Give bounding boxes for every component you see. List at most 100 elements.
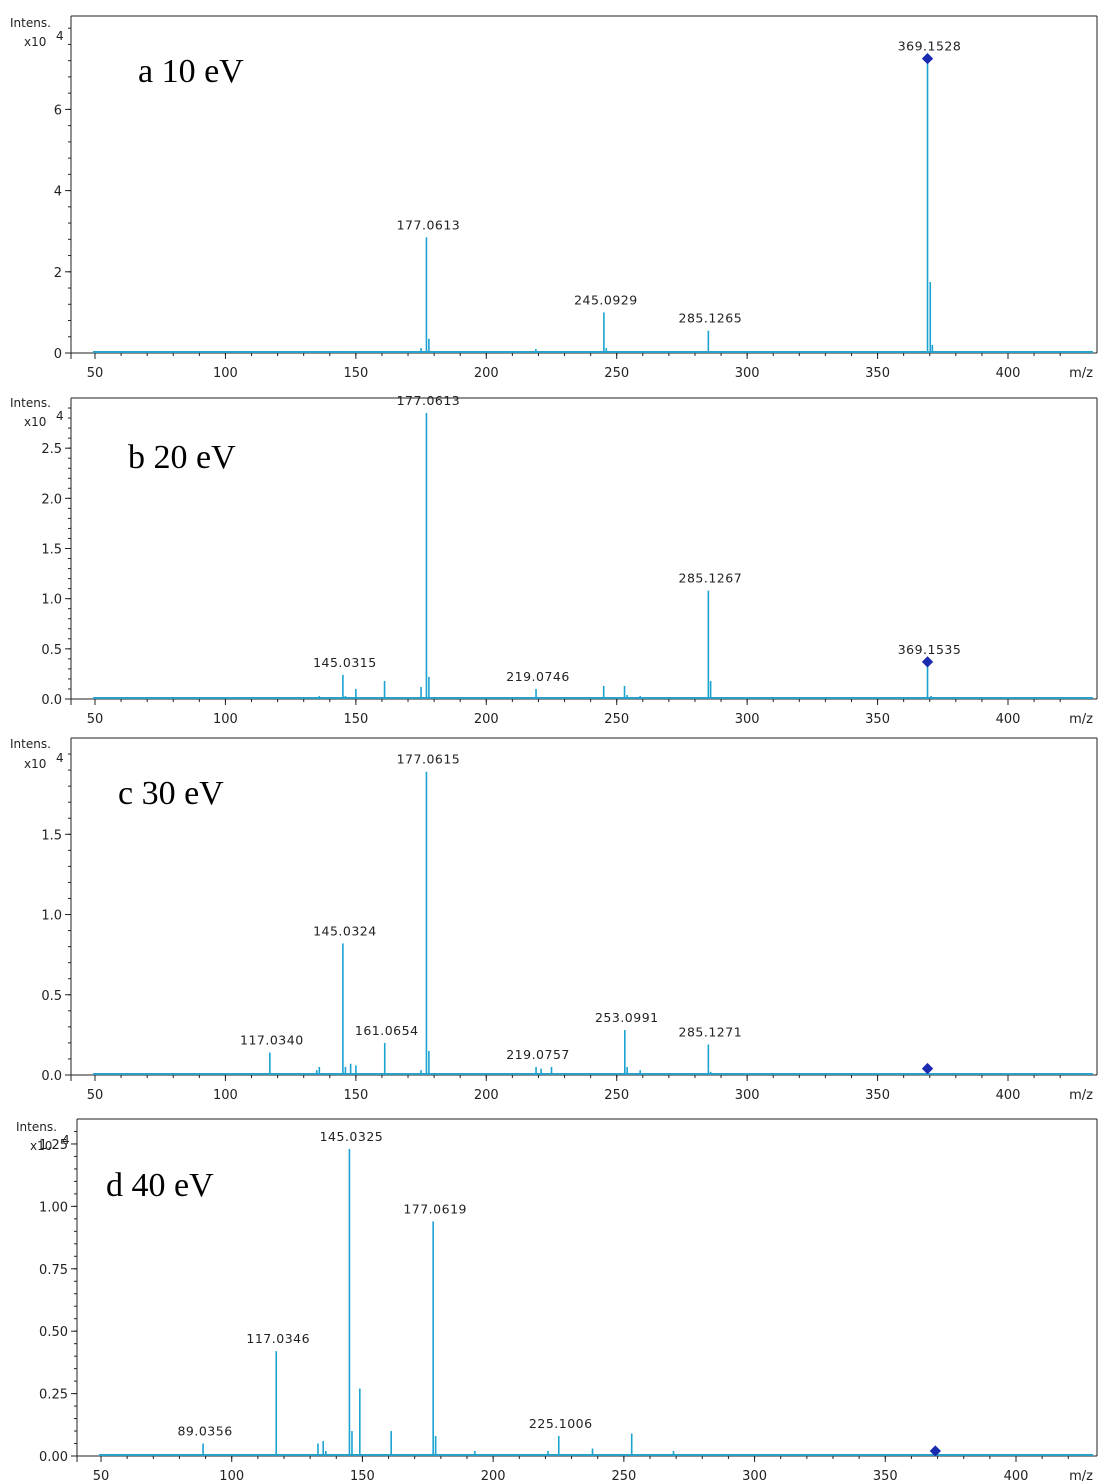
peak-label: 161.0654 bbox=[355, 1023, 419, 1038]
peak-label: 225.1006 bbox=[529, 1416, 593, 1431]
precursor-marker bbox=[921, 1062, 934, 1075]
x-tick-label: 350 bbox=[873, 1469, 898, 1484]
y-tick-label: 0.5 bbox=[41, 989, 62, 1004]
x-tick-label: 200 bbox=[474, 366, 499, 381]
y-axis-unit: x10 bbox=[24, 35, 46, 49]
peak-label: 369.1535 bbox=[898, 642, 962, 657]
x-tick-label: 150 bbox=[343, 712, 368, 727]
y-tick-label: 2 bbox=[54, 266, 62, 281]
peak-label: 89.0356 bbox=[177, 1424, 232, 1439]
x-tick-label: 400 bbox=[996, 712, 1021, 727]
y-tick-label: 0.0 bbox=[41, 1069, 62, 1084]
x-tick-label: 300 bbox=[742, 1469, 767, 1484]
y-axis-title: Intens. bbox=[10, 396, 51, 410]
spectrum-panel-2: Intens. x10 4 0.0 0.5 1.0 1.5 2.0 2.5 50 100 150 200… bbox=[10, 393, 1098, 727]
x-tick-label: 50 bbox=[87, 712, 104, 727]
x-tick-label: 100 bbox=[219, 1469, 244, 1484]
x-axis-title: m/z bbox=[1069, 1088, 1093, 1103]
peak-label: 369.1528 bbox=[898, 39, 962, 54]
x-tick-label: 200 bbox=[474, 1088, 499, 1103]
x-tick-label: 200 bbox=[481, 1469, 506, 1484]
x-axis-title: m/z bbox=[1069, 366, 1093, 381]
y-axis-exponent: 4 bbox=[56, 751, 64, 765]
peak-label: 177.0613 bbox=[397, 393, 461, 408]
x-tick-label: 300 bbox=[735, 366, 760, 381]
x-tick-label: 50 bbox=[93, 1469, 110, 1484]
x-axis-title: m/z bbox=[1069, 712, 1093, 727]
y-axis-exponent: 4 bbox=[56, 29, 64, 43]
peak-label: 145.0315 bbox=[313, 655, 377, 670]
peak-label: 117.0346 bbox=[246, 1331, 310, 1346]
y-tick-label: 2.0 bbox=[41, 492, 62, 507]
y-axis-title: Intens. bbox=[10, 16, 51, 30]
precursor-marker bbox=[921, 656, 934, 668]
x-tick-label: 300 bbox=[735, 1088, 760, 1103]
peak-label: 177.0613 bbox=[397, 217, 461, 232]
y-tick-label: 0.0 bbox=[41, 693, 62, 708]
y-tick-label: 0.75 bbox=[39, 1263, 68, 1278]
y-tick-label: 1.25 bbox=[39, 1138, 68, 1153]
x-axis-title: m/z bbox=[1069, 1469, 1093, 1484]
peak-label: 285.1267 bbox=[679, 571, 743, 586]
y-tick-label: 4 bbox=[54, 185, 62, 200]
peak-label: 285.1265 bbox=[679, 311, 743, 326]
x-tick-label: 400 bbox=[996, 366, 1021, 381]
x-tick-label: 150 bbox=[343, 1088, 368, 1103]
y-tick-label: 0.25 bbox=[39, 1388, 68, 1403]
y-axis-title: Intens. bbox=[16, 1120, 57, 1134]
y-axis-title: Intens. bbox=[10, 737, 51, 751]
y-tick-label: 1.0 bbox=[41, 909, 62, 924]
spectrum-panel-4: Intens. x10 4 0.00 0.25 0.50 0.75 1.00 1.25 50 100… bbox=[16, 1118, 1098, 1484]
peak-label: 219.0757 bbox=[506, 1047, 570, 1062]
x-tick-label: 200 bbox=[474, 712, 499, 727]
x-tick-label: 350 bbox=[865, 1088, 890, 1103]
panel-title: c 30 eV bbox=[118, 775, 224, 812]
x-tick-label: 50 bbox=[87, 1088, 104, 1103]
y-axis-unit: x10 bbox=[24, 757, 46, 771]
x-tick-label: 50 bbox=[87, 366, 104, 381]
peak-label: 245.0929 bbox=[574, 292, 638, 307]
peak-label: 253.0991 bbox=[595, 1010, 659, 1025]
y-axis-exponent: 4 bbox=[62, 1133, 70, 1147]
x-tick-label: 350 bbox=[865, 366, 890, 381]
y-tick-label: 6 bbox=[54, 103, 62, 118]
y-tick-label: 0.50 bbox=[39, 1325, 68, 1340]
y-axis-unit: x10 bbox=[24, 415, 46, 429]
spectrum-panel-1: Intens. x10 4 0 2 4 6 50 100 150 200 250 300 350 400 m/… bbox=[10, 15, 1098, 381]
peak-label: 145.0325 bbox=[320, 1129, 384, 1144]
y-tick-label: 0 bbox=[54, 347, 62, 362]
peak-label: 117.0340 bbox=[240, 1033, 304, 1048]
peak-label: 219.0746 bbox=[506, 669, 570, 684]
x-tick-label: 100 bbox=[213, 712, 238, 727]
panel-title: d 40 eV bbox=[106, 1167, 214, 1204]
x-tick-label: 250 bbox=[604, 366, 629, 381]
x-tick-label: 400 bbox=[996, 1088, 1021, 1103]
spectrum-panel-3: Intens. x10 4 0.0 0.5 1.0 1.5 50 100 150 200 250 300… bbox=[10, 737, 1098, 1103]
x-tick-label: 150 bbox=[350, 1469, 375, 1484]
y-tick-label: 1.0 bbox=[41, 593, 62, 608]
x-tick-label: 350 bbox=[865, 712, 890, 727]
panel-title: a 10 eV bbox=[138, 53, 244, 90]
x-tick-label: 400 bbox=[1004, 1469, 1029, 1484]
y-tick-label: 1.00 bbox=[39, 1200, 68, 1215]
x-tick-label: 100 bbox=[213, 1088, 238, 1103]
y-tick-label: 0.00 bbox=[39, 1450, 68, 1465]
peak-label: 177.0619 bbox=[403, 1201, 467, 1216]
x-tick-label: 250 bbox=[604, 1088, 629, 1103]
panel-title: b 20 eV bbox=[128, 439, 236, 476]
y-tick-label: 1.5 bbox=[41, 543, 62, 558]
peak-label: 177.0615 bbox=[397, 752, 461, 767]
precursor-marker bbox=[921, 52, 934, 65]
peak-label: 285.1271 bbox=[679, 1025, 743, 1040]
peak-label: 145.0324 bbox=[313, 923, 377, 938]
y-tick-label: 0.5 bbox=[41, 643, 62, 658]
x-tick-label: 250 bbox=[611, 1469, 636, 1484]
x-tick-label: 300 bbox=[735, 712, 760, 727]
y-axis-unit: x10 bbox=[30, 1139, 52, 1153]
precursor-marker bbox=[929, 1445, 942, 1457]
y-axis-exponent: 4 bbox=[56, 409, 64, 423]
x-tick-label: 150 bbox=[343, 366, 368, 381]
y-tick-label: 2.5 bbox=[41, 442, 62, 457]
x-tick-label: 250 bbox=[604, 712, 629, 727]
